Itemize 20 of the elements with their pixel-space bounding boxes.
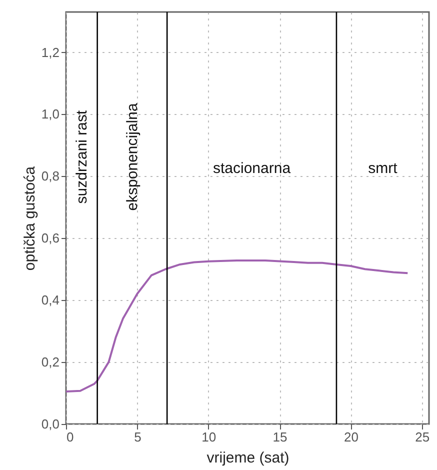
annotation: eksponencijalna <box>124 102 142 211</box>
x-axis-title: vrijeme (sat) <box>206 450 290 466</box>
line-series <box>66 259 409 392</box>
annotation: smrt <box>368 160 398 177</box>
x-tick-label: 0 <box>66 430 74 444</box>
y-tick-label: 0,2 <box>41 354 60 370</box>
annotation: suzdrzani rast <box>74 109 91 204</box>
y-tick-label: 0,4 <box>41 292 60 308</box>
x-tick-label: 20 <box>344 430 358 444</box>
y-tick-label: 0,8 <box>41 168 60 184</box>
annotation: stacionarna <box>212 160 292 177</box>
x-tick-label: 25 <box>415 430 430 444</box>
y-axis-title: optička gustoća <box>21 166 38 271</box>
y-tick-label: 1,2 <box>41 44 60 60</box>
y-tick-label: 0,0 <box>41 416 60 432</box>
x-tick-label: 10 <box>202 430 216 444</box>
x-tick-label: 15 <box>272 430 288 444</box>
y-tick-label: 1,0 <box>41 106 60 122</box>
x-tick-label: 5 <box>134 430 142 444</box>
y-tick-label: 0,6 <box>41 230 60 246</box>
